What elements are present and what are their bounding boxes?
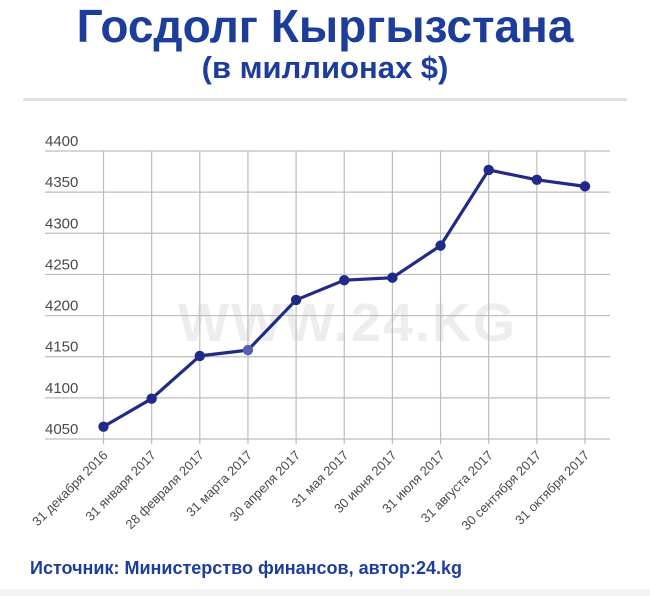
data-point	[339, 274, 350, 286]
y-axis-tick-label: 4050	[45, 421, 78, 438]
data-point	[483, 164, 494, 176]
bottom-edge-strip	[0, 589, 650, 596]
data-point	[290, 294, 302, 306]
watermark-text: WWW.24.KG	[178, 293, 517, 353]
data-point	[387, 272, 398, 283]
divider-line	[23, 98, 627, 101]
data-point	[98, 421, 109, 432]
y-axis-tick-label: 4350	[45, 174, 78, 191]
y-axis-tick-label: 4200	[45, 298, 78, 315]
data-point	[242, 344, 254, 356]
data-point	[146, 393, 157, 404]
data-point	[531, 174, 543, 185]
data-point	[194, 350, 205, 362]
y-axis-tick-label: 4400	[45, 133, 78, 150]
data-point	[435, 240, 446, 251]
y-axis-tick-label: 4100	[45, 380, 78, 397]
y-axis-tick-label: 4250	[45, 256, 78, 273]
page-title: Госдолг Кыргызстана	[76, 0, 574, 52]
source-credit: Источник: Министерство финансов, автор:2…	[30, 558, 463, 578]
y-axis-tick-label: 4300	[45, 215, 78, 232]
data-point	[579, 181, 591, 192]
y-axis-tick-label: 4150	[45, 339, 78, 356]
page-subtitle: (в миллионах $)	[201, 50, 449, 85]
